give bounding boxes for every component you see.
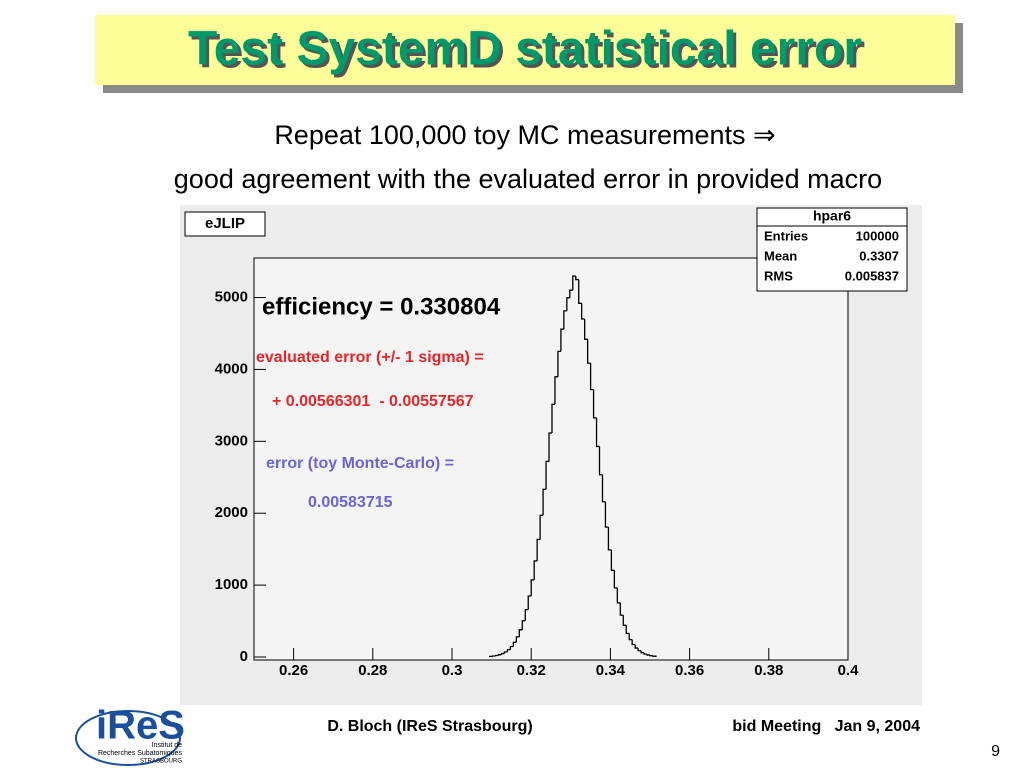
y-tick-label: 5000 xyxy=(215,289,248,306)
histogram-bin xyxy=(601,474,606,503)
histogram-bin xyxy=(548,432,552,462)
histogram-bin xyxy=(598,446,603,476)
histogram-bin xyxy=(533,560,538,580)
y-tick-label: 4000 xyxy=(215,360,248,377)
histogram-bin xyxy=(575,275,579,281)
histogram-bin xyxy=(524,608,529,621)
annotation: + 0.00566301 - 0.00557567 xyxy=(272,393,474,410)
histogram-bin xyxy=(610,549,615,571)
histogram-bin xyxy=(604,501,609,528)
annotation: 0.00583715 xyxy=(308,494,393,511)
histogram-bin xyxy=(607,527,612,551)
histogram-bin xyxy=(581,303,585,320)
histogram-bin xyxy=(622,615,627,626)
stats-title: hpar6 xyxy=(813,208,851,224)
histogram-bin xyxy=(563,310,567,330)
histogram-bin xyxy=(530,579,535,597)
title-box xyxy=(95,15,955,85)
x-tick-label: 0.28 xyxy=(358,662,387,679)
histogram-bin xyxy=(649,655,653,657)
histogram-bin xyxy=(637,648,642,652)
histogram-bin xyxy=(503,651,508,654)
histogram-bin xyxy=(545,460,550,490)
histogram-bin xyxy=(506,648,511,652)
histogram-bin xyxy=(646,654,650,656)
x-tick-label: 0.34 xyxy=(596,662,626,679)
y-tick-label: 0 xyxy=(240,648,248,665)
stats-value: 0.3307 xyxy=(859,248,899,263)
histogram-bin xyxy=(518,629,523,637)
footer-event: bid Meeting Jan 9, 2004 xyxy=(732,718,920,735)
histogram-bin xyxy=(554,376,558,405)
stats-label: Entries xyxy=(764,228,808,243)
histogram-bin xyxy=(551,403,555,433)
histogram-bin xyxy=(566,297,570,311)
histogram-bin xyxy=(619,602,624,616)
x-tick-label: 0.38 xyxy=(754,662,783,679)
histogram-bin xyxy=(509,645,514,650)
stats-box xyxy=(756,207,908,292)
histogram-bin xyxy=(634,644,639,649)
histogram-bin xyxy=(584,318,588,340)
histogram-bin xyxy=(488,655,493,658)
histogram-bin xyxy=(625,625,630,634)
canvas-label: eJLIP xyxy=(205,215,245,232)
histogram-bin xyxy=(592,389,597,419)
histogram-bin xyxy=(616,587,621,604)
subtitle: good agreement with the evaluated error … xyxy=(174,164,882,194)
histogram-bin xyxy=(628,633,633,641)
page-number: 9 xyxy=(991,743,1000,760)
logo-subtext: Recherches Subatomiques xyxy=(98,750,183,757)
y-tick-label: 3000 xyxy=(215,432,248,449)
stats-value: 0.005837 xyxy=(845,268,899,283)
annotation: error (toy Monte-Carlo) = xyxy=(266,455,454,472)
stats-label: RMS xyxy=(764,268,793,283)
histogram-bin xyxy=(494,654,499,657)
histogram-bin xyxy=(613,570,618,589)
y-tick-label: 2000 xyxy=(215,504,248,521)
annotation: efficiency = 0.330804 xyxy=(262,293,501,320)
logo: iReS xyxy=(96,704,185,748)
logo-subtext: Institut de xyxy=(152,742,182,749)
histogram-bin xyxy=(640,650,645,654)
histogram-bin xyxy=(631,639,636,646)
stats-value: 100000 xyxy=(856,228,899,243)
histogram-bin xyxy=(652,655,657,657)
footer-author: D. Bloch (IReS Strasbourg) xyxy=(327,718,532,735)
annotation: evaluated error (+/- 1 sigma) = xyxy=(256,349,484,366)
x-tick-label: 0.32 xyxy=(517,662,546,679)
histogram-bin xyxy=(572,275,576,291)
histogram-bin xyxy=(536,538,541,561)
x-tick-label: 0.3 xyxy=(442,662,463,679)
histogram-bin xyxy=(542,488,547,516)
histogram-bin xyxy=(589,363,594,391)
canvas-label-box xyxy=(184,211,266,237)
histogram-bin xyxy=(578,279,582,304)
slide-title: Test SystemD statistical error xyxy=(188,23,862,76)
subtitle: Repeat 100,000 toy MC measurements ⇒ xyxy=(274,120,775,150)
histogram-bin xyxy=(560,328,564,352)
histogram-bin xyxy=(527,595,532,610)
histogram-bin xyxy=(643,652,648,655)
logo-subtext: STRASBOURG xyxy=(140,759,182,765)
histogram-bin xyxy=(521,620,526,630)
histogram-bin xyxy=(569,289,573,298)
histogram-bin xyxy=(557,350,561,377)
histogram-bin xyxy=(515,636,520,643)
histogram-bin xyxy=(586,339,591,364)
y-tick-label: 1000 xyxy=(215,576,248,593)
histogram-bin xyxy=(497,654,502,656)
histogram-bin xyxy=(512,641,517,647)
x-tick-label: 0.4 xyxy=(838,662,860,679)
histogram-bin xyxy=(539,514,544,540)
histogram-bin xyxy=(500,652,505,655)
x-tick-label: 0.36 xyxy=(675,662,704,679)
plot-frame xyxy=(253,257,849,661)
logo-swoosh xyxy=(75,710,181,766)
histogram-bin xyxy=(595,417,600,448)
x-tick-label: 0.26 xyxy=(279,662,308,679)
stats-label: Mean xyxy=(764,248,797,263)
